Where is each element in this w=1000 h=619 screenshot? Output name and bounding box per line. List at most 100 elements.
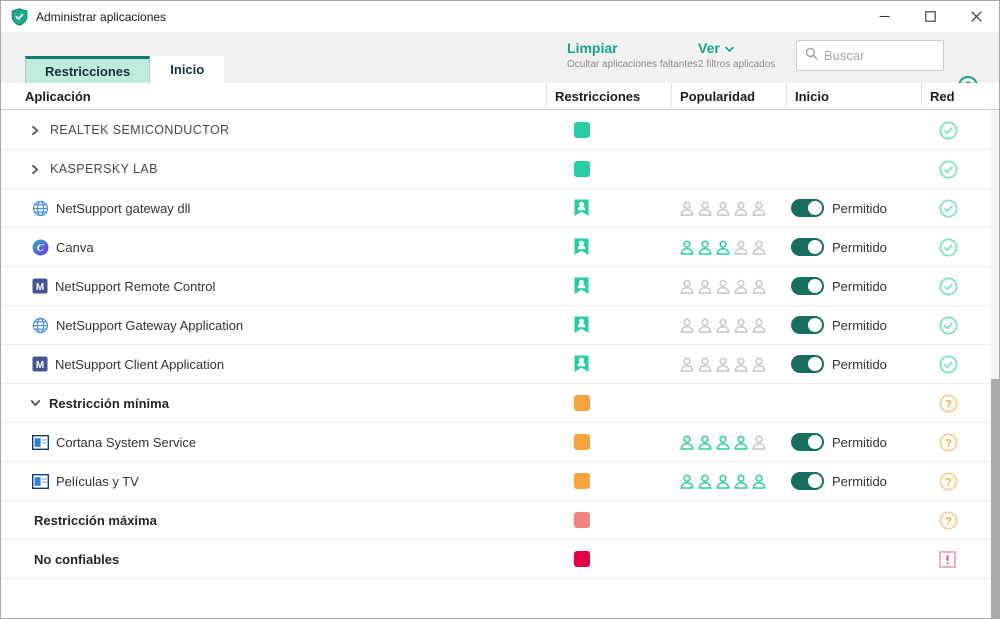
network-allowed-icon — [939, 276, 958, 296]
person-empty-icon — [679, 357, 695, 372]
table-row[interactable]: KASPERSKY LAB — [1, 150, 999, 189]
table-row[interactable]: No confiables — [1, 540, 999, 579]
start-toggle[interactable] — [791, 433, 824, 451]
tab-restricciones[interactable]: Restricciones — [25, 56, 151, 83]
app-label: Películas y TV — [56, 473, 139, 489]
column-header-aplicacion[interactable]: Aplicación — [25, 89, 91, 104]
globe-app-icon — [32, 200, 49, 217]
table-row[interactable]: M NetSupport Remote Control Permitido — [1, 267, 999, 306]
close-button[interactable] — [953, 1, 999, 32]
maximize-button[interactable] — [907, 1, 953, 32]
network-question-icon: ? — [939, 393, 958, 413]
svg-text:?: ? — [945, 437, 952, 449]
person-empty-icon — [733, 201, 749, 216]
clear-action[interactable]: Limpiar Ocultar aplicaciones faltantes — [567, 40, 698, 70]
column-header-red[interactable]: Red — [921, 83, 999, 110]
table-row[interactable]: NetSupport Gateway Application Permitido — [1, 306, 999, 345]
svg-text:?: ? — [945, 476, 952, 488]
view-filter-action[interactable]: Ver 2 filtros aplicados — [698, 40, 775, 70]
person-filled-icon — [697, 474, 713, 489]
table-row[interactable]: REALTEK SEMICONDUCTOR — [1, 111, 999, 150]
start-toggle[interactable] — [791, 472, 824, 490]
canva-app-icon: C — [32, 239, 49, 256]
popularity-indicator — [671, 150, 786, 188]
table-header: Aplicación Restricciones Popularidad Ini… — [1, 83, 999, 110]
chevron-down-icon[interactable] — [30, 398, 42, 408]
search-icon — [805, 47, 818, 65]
person-filled-icon — [733, 474, 749, 489]
start-toggle[interactable] — [791, 316, 824, 334]
start-toggle-label: Permitido — [832, 239, 887, 255]
app-label: Restricción máxima — [34, 512, 157, 528]
view-filter-label[interactable]: Ver — [698, 40, 775, 56]
start-toggle[interactable] — [791, 277, 824, 295]
popularity-indicator — [671, 111, 786, 149]
table-row[interactable]: NetSupport gateway dll Permitido — [1, 189, 999, 228]
svg-text:?: ? — [945, 398, 952, 410]
scrollbar-thumb[interactable] — [991, 379, 999, 618]
app-label: KASPERSKY LAB — [50, 162, 158, 176]
start-toggle[interactable] — [791, 199, 824, 217]
restriction-square-icon — [574, 551, 590, 567]
restriction-badge-icon — [574, 199, 589, 217]
table-row[interactable]: Restricción mínima ? — [1, 384, 999, 423]
person-empty-icon — [751, 435, 767, 450]
column-header-popularidad[interactable]: Popularidad — [671, 83, 786, 110]
person-empty-icon — [715, 201, 731, 216]
app-label: No confiables — [34, 551, 120, 567]
person-empty-icon — [733, 279, 749, 294]
column-header-inicio[interactable]: Inicio — [786, 83, 921, 110]
popularity-indicator — [671, 228, 786, 266]
person-empty-icon — [697, 357, 713, 372]
person-empty-icon — [715, 357, 731, 372]
popularity-indicator — [671, 306, 786, 344]
chevron-right-icon[interactable] — [30, 125, 42, 136]
restriction-square-icon — [574, 122, 590, 138]
column-header-restricciones[interactable]: Restricciones — [546, 83, 671, 110]
table-row[interactable]: C Canva Permitido — [1, 228, 999, 267]
table-row[interactable]: M NetSupport Client Application Permitid… — [1, 345, 999, 384]
vertical-scrollbar[interactable] — [991, 111, 999, 618]
person-empty-icon — [715, 318, 731, 333]
app-label: Canva — [56, 239, 94, 255]
search-box[interactable] — [796, 40, 944, 71]
popularity-indicator — [671, 423, 786, 461]
restriction-square-icon — [574, 512, 590, 528]
chevron-right-icon[interactable] — [30, 164, 42, 175]
person-empty-icon — [751, 201, 767, 216]
minimize-button[interactable] — [861, 1, 907, 32]
search-input[interactable] — [824, 48, 935, 63]
person-empty-icon — [733, 240, 749, 255]
table-row[interactable]: Restricción máxima ? — [1, 501, 999, 540]
svg-text:C: C — [37, 243, 45, 254]
start-toggle[interactable] — [791, 355, 824, 373]
restriction-square-icon — [574, 434, 590, 450]
popularity-indicator — [671, 384, 786, 422]
clear-action-label[interactable]: Limpiar — [567, 40, 618, 56]
restriction-badge-icon — [574, 316, 589, 334]
table-row[interactable]: Cortana System Service Permitido ? — [1, 423, 999, 462]
person-filled-icon — [751, 474, 767, 489]
application-list: REALTEK SEMICONDUCTOR KASPERSKY LAB NetS… — [1, 111, 999, 579]
person-filled-icon — [679, 240, 695, 255]
app-label: Restricción mínima — [49, 395, 169, 411]
person-filled-icon — [697, 240, 713, 255]
tab-inicio[interactable]: Inicio — [150, 56, 225, 83]
person-empty-icon — [697, 279, 713, 294]
person-empty-icon — [679, 318, 695, 333]
person-empty-icon — [751, 279, 767, 294]
network-question-icon: ? — [939, 432, 958, 452]
window-title: Administrar aplicaciones — [36, 9, 167, 24]
clear-action-sublabel: Ocultar aplicaciones faltantes — [567, 59, 698, 70]
m-app-icon: M — [32, 278, 48, 294]
tab-bar: Restricciones Inicio — [25, 56, 225, 83]
network-allowed-icon — [939, 120, 958, 140]
start-toggle-label: Permitido — [832, 473, 887, 489]
restriction-square-icon — [574, 395, 590, 411]
svg-text:M: M — [36, 360, 44, 371]
start-toggle[interactable] — [791, 238, 824, 256]
window-app-icon — [32, 473, 49, 489]
app-label: REALTEK SEMICONDUCTOR — [50, 123, 230, 137]
chevron-down-icon — [725, 40, 734, 56]
table-row[interactable]: Películas y TV Permitido ? — [1, 462, 999, 501]
